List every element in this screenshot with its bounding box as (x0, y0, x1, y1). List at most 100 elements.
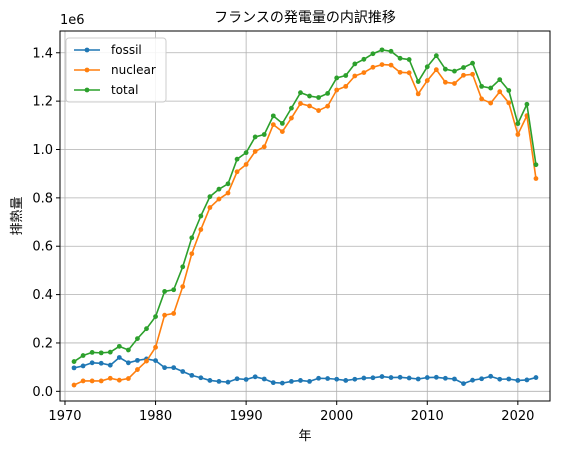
data-point-total (388, 48, 394, 54)
data-point-fossil (234, 376, 240, 382)
data-point-fossil (216, 379, 222, 384)
legend-label-nuclear: nuclear (111, 63, 156, 77)
x-tick-label: 2010 (411, 409, 444, 424)
x-tick-label: 2020 (501, 409, 534, 424)
data-point-fossil (80, 363, 86, 369)
data-point-nuclear (298, 101, 303, 106)
data-point-fossil (433, 374, 439, 380)
data-point-nuclear (452, 81, 457, 86)
data-point-total (524, 101, 530, 107)
data-point-fossil (397, 374, 403, 380)
data-point-nuclear (442, 79, 448, 85)
y-tick-label: 0.2 (32, 336, 53, 351)
series-fossil (71, 355, 539, 386)
data-point-nuclear (343, 83, 349, 89)
data-point-fossil (261, 376, 267, 382)
data-point-fossil (225, 379, 231, 385)
series-line-fossil (73, 356, 537, 385)
data-point-nuclear (479, 96, 485, 102)
data-point-nuclear (198, 227, 204, 232)
data-point-total (479, 83, 485, 89)
data-point-total (153, 314, 158, 320)
x-tick-label: 2000 (320, 409, 353, 424)
data-point-total (424, 64, 430, 70)
data-point-total (307, 93, 312, 99)
y-tick-label: 1.2 (32, 95, 53, 110)
legend-box (65, 37, 167, 103)
data-point-total (98, 350, 104, 356)
data-point-total (452, 68, 457, 74)
data-point-total (470, 60, 475, 66)
data-point-nuclear (207, 205, 213, 210)
data-point-total (352, 61, 358, 67)
data-point-nuclear (180, 284, 186, 290)
data-point-fossil (189, 372, 195, 378)
data-point-nuclear (225, 190, 231, 196)
series-line-total (73, 49, 537, 363)
data-point-fossil (307, 379, 312, 384)
data-point-nuclear (71, 382, 77, 388)
legend-label-total: total (111, 83, 138, 97)
y-tick-label: 1.4 (32, 46, 53, 61)
data-point-total (397, 55, 403, 61)
data-point-nuclear (89, 378, 95, 384)
data-point-nuclear (433, 67, 439, 73)
data-point-nuclear (307, 103, 312, 109)
y-tick-label: 1.0 (32, 143, 53, 158)
data-point-nuclear (135, 367, 140, 372)
data-point-nuclear (388, 62, 394, 68)
data-point-fossil (316, 375, 321, 381)
data-point-total (406, 57, 412, 62)
legend-marker-fossil (84, 47, 90, 53)
data-point-nuclear (406, 70, 412, 76)
data-point-nuclear (470, 71, 475, 77)
x-axis-title: 年 (298, 429, 311, 444)
data-point-total (243, 150, 249, 156)
data-point-fossil (352, 376, 358, 382)
y-axis-title: 排熱量 (10, 196, 25, 235)
data-point-total (261, 132, 267, 137)
ticks: 1970 1980 1990 2000 2010 2020 0.0 0.2 0.4 0.6 0.8 1… (32, 46, 534, 424)
legend-marker-total (84, 87, 90, 93)
data-point-total (71, 359, 77, 364)
data-point-fossil (71, 365, 77, 371)
series-line-nuclear (73, 63, 537, 386)
data-point-nuclear (171, 311, 177, 316)
data-point-fossil (89, 360, 95, 366)
data-point-total (80, 353, 86, 358)
data-point-total (189, 235, 195, 241)
series-layer (71, 47, 539, 388)
data-point-fossil (506, 376, 512, 382)
data-point-nuclear (252, 149, 258, 154)
data-point-nuclear (497, 89, 503, 95)
data-point-total (316, 95, 321, 100)
data-point-fossil (180, 369, 186, 374)
data-point-total (171, 287, 177, 293)
data-point-fossil (116, 355, 122, 360)
data-point-total (343, 73, 349, 78)
data-point-fossil (98, 360, 104, 366)
data-point-fossil (107, 362, 113, 368)
data-point-nuclear (261, 144, 267, 150)
data-point-fossil (515, 378, 521, 383)
data-point-nuclear (370, 64, 376, 70)
data-point-nuclear (162, 312, 168, 318)
data-point-fossil (243, 377, 249, 382)
data-point-total (433, 53, 439, 59)
data-point-total (334, 75, 340, 81)
chart-title: フランスの発電量の内訳推移 (214, 10, 396, 26)
data-point-total (162, 289, 168, 294)
data-point-fossil (415, 376, 421, 382)
data-point-total (325, 90, 331, 96)
data-point-total (279, 120, 285, 126)
data-point-nuclear (397, 69, 403, 75)
data-point-fossil (461, 381, 466, 386)
data-point-total (270, 113, 276, 119)
data-point-fossil (442, 375, 448, 381)
y-tick-label: 0.0 (32, 385, 53, 400)
data-point-total (289, 105, 294, 111)
x-tick-label: 1990 (230, 409, 263, 424)
data-point-fossil (370, 375, 376, 381)
data-point-total (515, 121, 521, 127)
data-point-nuclear (461, 72, 466, 78)
